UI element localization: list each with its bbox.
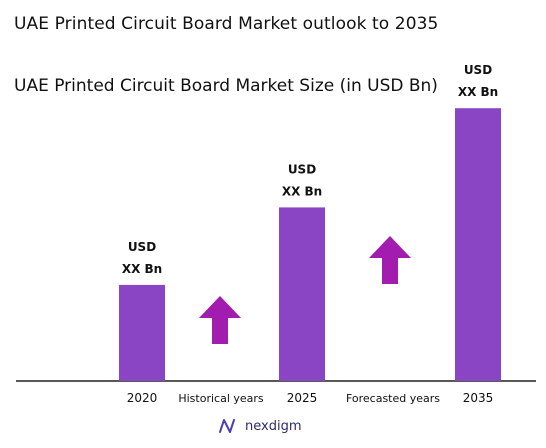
x-tick-label: 2020 [127,391,158,405]
bar-2025 [279,207,325,381]
page-title: UAE Printed Circuit Board Market outlook… [14,14,439,34]
period-label: Historical years [178,392,264,405]
brand-logo: nexdigm [218,418,301,434]
up-arrow-icon [199,296,241,344]
bar-value-label: USD [288,162,316,176]
bar-2035 [455,108,501,381]
brand-name: nexdigm [245,418,302,434]
nexdigm-logo-icon [219,419,235,433]
bar-2020 [119,284,165,381]
period-label: Forecasted years [346,392,440,405]
bar-value-label: XX Bn [122,262,162,276]
x-tick-label: 2035 [463,391,494,405]
bar-value-label: XX Bn [458,85,498,99]
bar-value-label: USD [464,63,492,77]
chart-title: UAE Printed Circuit Board Market Size (i… [14,76,438,96]
bar-value-label: XX Bn [282,184,322,198]
up-arrow-icon [369,236,411,284]
x-tick-label: 2025 [287,391,318,405]
bar-value-label: USD [128,240,156,254]
